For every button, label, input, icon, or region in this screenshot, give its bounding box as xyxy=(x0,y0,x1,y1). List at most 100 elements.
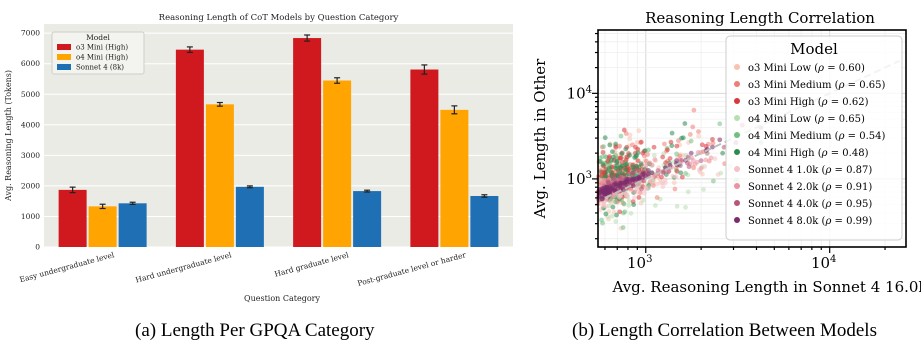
point-o4-mini-medium xyxy=(618,133,624,139)
point-o4-mini-medium xyxy=(674,151,679,157)
point-o3-mini-high xyxy=(699,142,705,148)
point-sonnet-4-4-0k xyxy=(679,157,684,163)
y-tick-label: 103 xyxy=(567,170,592,188)
point-o4-mini-medium xyxy=(603,154,608,159)
point-sonnet-4-8-0k xyxy=(603,191,608,196)
x-tick-label: Post-graduate level or harder xyxy=(356,250,467,288)
point-sonnet-4-4-0k xyxy=(661,169,666,174)
point-sonnet-4-8-0k xyxy=(710,144,715,150)
point-o3-mini-medium xyxy=(710,140,716,146)
y-tick-label: 0 xyxy=(35,243,40,252)
point-sonnet-4-2-0k xyxy=(643,162,649,168)
point-o4-mini-high xyxy=(604,169,610,175)
legend-label-o3-mini-low: o3 Mini Low (ρ = 0.60) xyxy=(748,63,865,74)
point-sonnet-4-1-0k xyxy=(603,197,609,203)
point-o4-mini-high xyxy=(602,135,608,141)
point-sonnet-4-4-0k xyxy=(721,144,727,150)
point-o4-mini-high xyxy=(608,157,614,163)
point-o4-mini-medium xyxy=(613,199,618,205)
point-sonnet-4-8-0k xyxy=(630,177,636,183)
point-sonnet-4-1-0k xyxy=(712,156,718,162)
chart-b-title: Reasoning Length Correlation xyxy=(645,9,875,27)
bar-sonnet-4-8k xyxy=(353,191,382,247)
point-sonnet-4-2-0k xyxy=(692,161,698,167)
bar-o4-mini-high xyxy=(88,206,117,247)
point-o4-mini-high xyxy=(614,158,620,164)
point-o3-mini-high xyxy=(621,127,627,133)
legend-marker-sonnet-4-1-0k xyxy=(734,166,740,172)
point-o3-mini-low xyxy=(636,128,642,134)
point-o4-mini-high xyxy=(627,152,632,158)
point-o3-mini-low xyxy=(671,180,677,186)
point-o3-mini-medium xyxy=(691,165,697,171)
point-sonnet-4-2-0k xyxy=(698,165,704,171)
point-sonnet-4-1-0k xyxy=(662,180,668,186)
legend-b-title: Model xyxy=(790,40,838,58)
point-o3-mini-medium xyxy=(672,186,678,192)
legend-marker-sonnet-4-8-0k xyxy=(734,217,740,223)
point-o4-mini-low xyxy=(685,189,691,195)
x-tick-label: 104 xyxy=(811,254,836,272)
point-sonnet-4-1-0k xyxy=(632,195,637,201)
point-o3-mini-medium xyxy=(691,107,697,113)
point-o4-mini-high xyxy=(623,162,629,168)
point-o3-mini-low xyxy=(634,140,640,145)
point-sonnet-4-8-0k xyxy=(611,187,617,193)
point-o4-mini-high xyxy=(669,143,675,149)
point-o3-mini-low xyxy=(654,181,660,187)
bar-o4-mini-high xyxy=(323,80,352,247)
point-o3-mini-high xyxy=(636,195,642,200)
point-o3-mini-high xyxy=(674,143,680,149)
legend-a-title: Model xyxy=(86,33,110,42)
point-sonnet-4-8-0k xyxy=(636,176,642,181)
chart-a-title: Reasoning Length of CoT Models by Questi… xyxy=(159,13,399,23)
point-o4-mini-high xyxy=(631,202,637,208)
legend-marker-o4-mini-low xyxy=(734,115,740,121)
point-sonnet-4-2-0k xyxy=(703,157,709,163)
legend-label-sonnet-4-4-0k: Sonnet 4 4.0k (ρ = 0.95) xyxy=(748,199,872,210)
x-tick-label: Easy undergraduate level xyxy=(19,250,116,284)
point-o3-mini-high xyxy=(710,137,715,142)
point-o4-mini-high xyxy=(619,151,624,157)
point-sonnet-4-4-0k xyxy=(639,186,644,192)
bar-sonnet-4-8k xyxy=(235,186,264,247)
legend-label-sonnet-4-8k: Sonnet 4 (8k) xyxy=(76,64,124,72)
point-o4-mini-high xyxy=(607,142,613,148)
y-tick-label: 7000 xyxy=(21,29,40,38)
point-o4-mini-high xyxy=(618,165,624,170)
bar-o3-mini-high xyxy=(293,38,322,247)
point-sonnet-4-2-0k xyxy=(597,181,603,187)
point-o4-mini-high xyxy=(680,135,686,141)
point-sonnet-4-8-0k xyxy=(600,196,605,202)
point-o4-mini-medium xyxy=(710,178,716,184)
point-sonnet-4-8-0k xyxy=(649,170,655,176)
point-o3-mini-medium xyxy=(643,158,649,164)
point-sonnet-4-8-0k xyxy=(630,183,636,189)
legend-label-o3-mini-high: o3 Mini High (ρ = 0.62) xyxy=(748,97,869,108)
point-o4-mini-low xyxy=(674,203,680,209)
legend-b xyxy=(725,35,903,241)
point-o4-mini-high xyxy=(642,148,648,154)
point-sonnet-4-1-0k xyxy=(715,172,721,178)
scatter-chart-length-correlation: 103 104 103 104 Reasoning Length Correlation… xyxy=(531,9,921,296)
point-sonnet-4-1-0k xyxy=(670,173,676,179)
point-sonnet-4-2-0k xyxy=(632,189,638,194)
point-o3-mini-high xyxy=(619,159,625,165)
point-sonnet-4-1-0k xyxy=(608,198,614,204)
y-axis-label: Avg. Reasoning Length (Tokens) xyxy=(4,70,13,202)
point-o3-mini-medium xyxy=(662,141,667,147)
point-o3-mini-high xyxy=(638,139,644,145)
point-o4-mini-low xyxy=(683,204,688,210)
point-o4-mini-medium xyxy=(717,121,723,127)
point-o4-mini-low xyxy=(626,198,632,204)
bar-sonnet-4-8k xyxy=(470,195,499,247)
point-o3-mini-medium xyxy=(696,129,701,135)
y-tick-label: 104 xyxy=(567,84,592,102)
legend-marker-sonnet-4-4-0k xyxy=(734,200,740,206)
point-o4-mini-high xyxy=(609,170,615,175)
point-o4-mini-high xyxy=(597,159,603,164)
point-sonnet-4-4-0k xyxy=(698,158,704,164)
legend-swatch-o3-mini-high xyxy=(57,44,71,50)
bar-o3-mini-high xyxy=(58,189,87,247)
point-o4-mini-low xyxy=(628,210,634,216)
